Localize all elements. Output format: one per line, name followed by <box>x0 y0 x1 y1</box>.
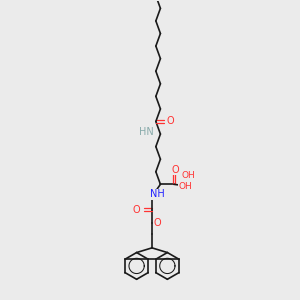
Text: HN: HN <box>139 127 154 137</box>
Text: O: O <box>133 205 140 215</box>
Text: O: O <box>153 218 161 228</box>
Text: NH: NH <box>150 189 164 200</box>
Text: OH: OH <box>182 171 196 180</box>
Text: O: O <box>172 165 180 175</box>
Text: O: O <box>166 116 174 127</box>
Text: OH: OH <box>179 182 193 191</box>
